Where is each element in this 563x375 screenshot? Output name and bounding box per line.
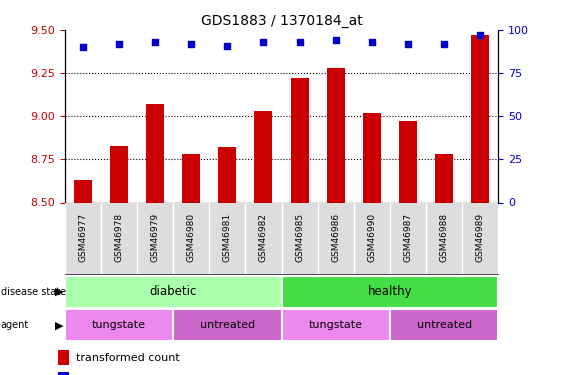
Point — [440, 41, 449, 47]
Bar — [146, 104, 164, 202]
Text: GSM46980: GSM46980 — [187, 213, 196, 262]
Text: GSM46987: GSM46987 — [404, 213, 413, 262]
Point — [187, 41, 196, 47]
Bar — [327, 68, 345, 203]
Text: GSM46988: GSM46988 — [440, 213, 449, 262]
FancyBboxPatch shape — [282, 276, 498, 308]
Text: transformed count: transformed count — [75, 352, 180, 363]
FancyBboxPatch shape — [173, 309, 282, 341]
Point — [223, 42, 232, 48]
Text: untreated: untreated — [417, 320, 472, 330]
Point — [150, 39, 159, 45]
Text: GSM46986: GSM46986 — [331, 213, 340, 262]
Bar — [471, 35, 489, 203]
Title: GDS1883 / 1370184_at: GDS1883 / 1370184_at — [200, 13, 363, 28]
Point — [367, 39, 376, 45]
Point — [295, 39, 304, 45]
Point — [404, 41, 413, 47]
Bar — [399, 122, 417, 202]
Point — [331, 38, 340, 44]
Text: GSM46979: GSM46979 — [150, 213, 159, 262]
Text: tungstate: tungstate — [92, 320, 146, 330]
Text: ▶: ▶ — [55, 286, 64, 297]
Text: GSM46985: GSM46985 — [295, 213, 304, 262]
Point — [114, 41, 123, 47]
Text: healthy: healthy — [368, 285, 412, 298]
Text: GSM46977: GSM46977 — [78, 213, 87, 262]
Bar — [254, 111, 272, 202]
Point — [476, 32, 485, 38]
Text: agent: agent — [1, 320, 29, 330]
Bar — [363, 113, 381, 202]
FancyBboxPatch shape — [282, 309, 390, 341]
Bar — [58, 350, 69, 365]
Bar — [435, 154, 453, 203]
Text: GSM46978: GSM46978 — [114, 213, 123, 262]
Text: GSM46982: GSM46982 — [259, 213, 268, 262]
Point — [78, 44, 87, 50]
Bar — [218, 147, 236, 202]
Bar — [110, 146, 128, 202]
Text: untreated: untreated — [200, 320, 255, 330]
Text: tungstate: tungstate — [309, 320, 363, 330]
Text: diabetic: diabetic — [149, 285, 197, 298]
Point — [259, 39, 268, 45]
Text: GSM46990: GSM46990 — [367, 213, 376, 262]
Text: ▶: ▶ — [55, 320, 64, 330]
FancyBboxPatch shape — [390, 309, 498, 341]
Text: GSM46981: GSM46981 — [223, 213, 232, 262]
Bar — [182, 154, 200, 203]
Bar — [58, 372, 69, 375]
FancyBboxPatch shape — [65, 309, 173, 341]
Bar — [291, 78, 309, 203]
FancyBboxPatch shape — [65, 276, 282, 308]
Text: GSM46989: GSM46989 — [476, 213, 485, 262]
Bar — [74, 180, 92, 203]
Text: disease state: disease state — [1, 286, 66, 297]
